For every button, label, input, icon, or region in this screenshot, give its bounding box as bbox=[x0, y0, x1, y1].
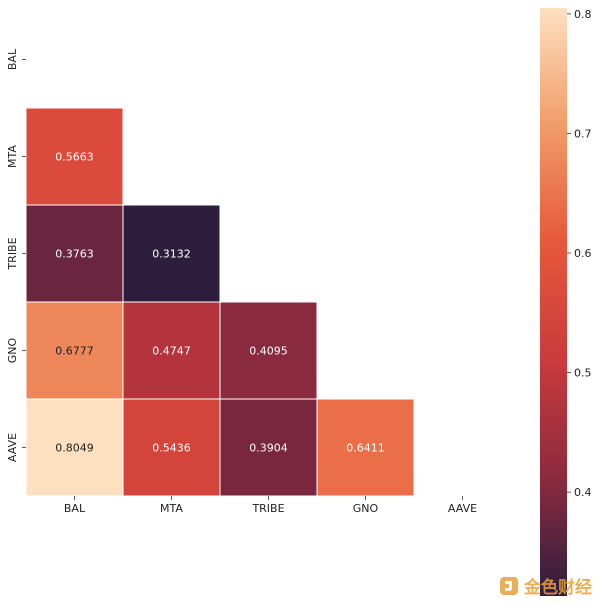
heatmap-cell-label: 0.4747 bbox=[152, 345, 191, 358]
x-tick-label: TRIBE bbox=[251, 502, 284, 515]
heatmap-cell: 0.8049 bbox=[25, 398, 124, 497]
heatmap-cell: 0.3763 bbox=[25, 204, 124, 303]
y-tick-label: AAVE bbox=[6, 433, 19, 462]
heatmap-cell-rect bbox=[122, 204, 221, 303]
x-tick-label: BAL bbox=[64, 502, 86, 515]
heatmap-cell: 0.3132 bbox=[122, 204, 221, 303]
heatmap-cell-label: 0.6777 bbox=[55, 345, 94, 358]
heatmap-cell-rect bbox=[122, 301, 221, 400]
heatmap-cell-label: 0.5436 bbox=[152, 442, 191, 455]
heatmap-cell-rect bbox=[219, 301, 318, 400]
heatmap-cell: 0.3904 bbox=[219, 398, 318, 497]
heatmap-cells: 0.5663 0.3763 0.3132 0.6777 0.4747 0.4095 0.80… bbox=[25, 107, 415, 497]
y-tick-label: GNO bbox=[6, 337, 19, 363]
heatmap-cell-rect bbox=[25, 301, 124, 400]
heatmap-cell: 0.4747 bbox=[122, 301, 221, 400]
colorbar-tick-label: 0.5 bbox=[574, 367, 592, 380]
heatmap-cell: 0.6777 bbox=[25, 301, 124, 400]
x-tick-label: GNO bbox=[353, 502, 379, 515]
heatmap-cell-label: 0.6411 bbox=[346, 442, 385, 455]
watermark: 金色财经 bbox=[499, 573, 592, 598]
heatmap-cell: 0.4095 bbox=[219, 301, 318, 400]
heatmap-cell-rect bbox=[25, 204, 124, 303]
heatmap-cell-label: 0.8049 bbox=[55, 442, 94, 455]
x-tick-label: MTA bbox=[160, 502, 183, 515]
heatmap-cell-label: 0.3904 bbox=[249, 442, 288, 455]
heatmap-cell-label: 0.3763 bbox=[55, 248, 94, 261]
colorbar-tick-label: 0.8 bbox=[574, 8, 592, 21]
heatmap-cell: 0.5436 bbox=[122, 398, 221, 497]
colorbar-tick-label: 0.7 bbox=[574, 127, 592, 140]
heatmap-cell-rect bbox=[25, 107, 124, 206]
y-axis-ticks: BAL MTA TRIBE GNO AAVE bbox=[6, 48, 26, 462]
colorbar-ticks: 0.4 0.5 0.6 0.7 0.8 bbox=[567, 8, 592, 499]
heatmap-cell-label: 0.4095 bbox=[249, 345, 288, 358]
jinse-logo-icon bbox=[500, 576, 518, 595]
y-tick-label: MTA bbox=[6, 145, 19, 168]
x-tick-label: AAVE bbox=[448, 502, 477, 515]
colorbar-tick-label: 0.4 bbox=[574, 486, 592, 499]
colorbar: 0.4 0.5 0.6 0.7 0.8 bbox=[540, 8, 592, 596]
watermark-text: 金色财经 bbox=[524, 578, 592, 598]
colorbar-tick-label: 0.6 bbox=[574, 247, 592, 260]
heatmap-cell-rect bbox=[122, 398, 221, 497]
heatmap-cell-label: 0.5663 bbox=[55, 151, 94, 164]
heatmap-cell-rect bbox=[316, 398, 415, 497]
heatmap-cell: 0.6411 bbox=[316, 398, 415, 497]
y-tick-label: BAL bbox=[6, 48, 19, 70]
y-tick-label: TRIBE bbox=[6, 237, 19, 270]
colorbar-gradient bbox=[540, 8, 567, 596]
heatmap-cell: 0.5663 bbox=[25, 107, 124, 206]
heatmap-cell-label: 0.3132 bbox=[152, 248, 191, 261]
x-axis-ticks: BAL MTA TRIBE GNO AAVE bbox=[64, 496, 477, 515]
